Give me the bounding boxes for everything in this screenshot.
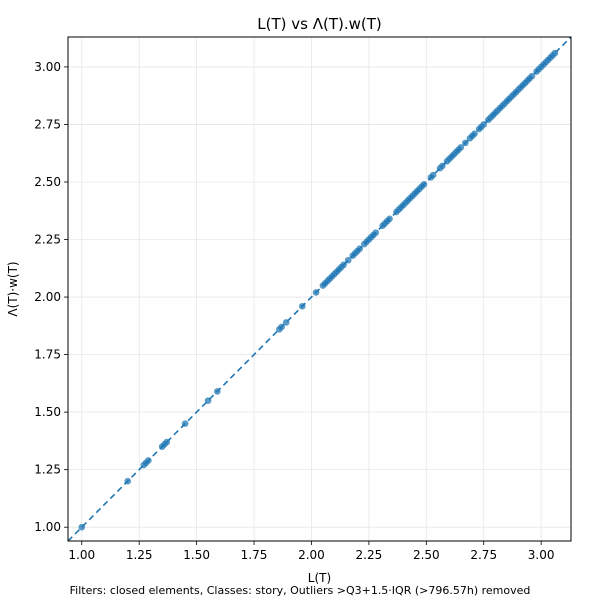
data-point xyxy=(213,388,221,395)
x-axis-ticks: 1.00 1.25 1.50 1.75 2.00 2.25 2.50 2.75 3.00 xyxy=(68,541,555,562)
x-tick-label: 2.50 xyxy=(413,548,440,562)
y-tick-label: 2.25 xyxy=(34,233,61,247)
x-tick-label: 2.00 xyxy=(298,548,325,562)
data-point xyxy=(298,302,306,310)
data-point xyxy=(282,319,290,326)
y-tick-label: 1.50 xyxy=(34,405,61,419)
data-point xyxy=(312,289,320,296)
y-axis-label: Λ(T)·w(T) xyxy=(6,261,20,316)
data-point xyxy=(278,323,285,331)
data-point xyxy=(163,438,171,446)
data-point xyxy=(78,523,86,531)
x-tick-label: 1.00 xyxy=(68,548,95,562)
chart-title: L(T) vs Λ(T).w(T) xyxy=(257,15,381,33)
y-tick-label: 3.00 xyxy=(34,60,61,74)
x-tick-label: 1.50 xyxy=(183,548,210,562)
plot-frame xyxy=(67,36,572,542)
data-point xyxy=(551,49,559,57)
x-tick-label: 1.75 xyxy=(241,548,268,562)
y-tick-label: 2.00 xyxy=(34,290,61,304)
data-point xyxy=(340,261,347,269)
data-point xyxy=(457,144,465,151)
data-point xyxy=(356,245,363,253)
data-point xyxy=(386,215,393,223)
x-tick-label: 2.75 xyxy=(470,548,497,562)
y-tick-label: 1.00 xyxy=(34,520,61,534)
data-point xyxy=(124,477,132,485)
data-point xyxy=(204,397,212,404)
grid-layer xyxy=(68,37,571,541)
y-tick-label: 1.25 xyxy=(34,463,61,477)
data-point xyxy=(344,256,352,264)
data-point xyxy=(181,420,189,427)
data-point xyxy=(480,121,488,128)
y-tick-label: 2.50 xyxy=(34,175,61,189)
x-tick-label: 3.00 xyxy=(528,548,555,562)
y-axis-ticks: 1.00 1.25 1.50 1.75 2.00 2.25 2.50 2.75 3.00 xyxy=(34,60,68,534)
points-layer xyxy=(78,49,559,531)
data-point xyxy=(471,130,478,137)
data-point xyxy=(372,229,380,236)
y-tick-label: 1.75 xyxy=(34,348,61,362)
x-axis-label: L(T) xyxy=(308,571,331,585)
data-point xyxy=(439,162,446,170)
data-point xyxy=(528,72,536,80)
data-point xyxy=(420,180,428,188)
x-tick-label: 2.25 xyxy=(356,548,383,562)
data-point xyxy=(145,457,152,464)
y-tick-label: 2.75 xyxy=(34,117,61,131)
x-tick-label: 1.25 xyxy=(126,548,153,562)
data-point xyxy=(462,139,469,147)
data-point xyxy=(429,171,437,179)
filter-caption: Filters: closed elements, Classes: story… xyxy=(70,584,531,597)
